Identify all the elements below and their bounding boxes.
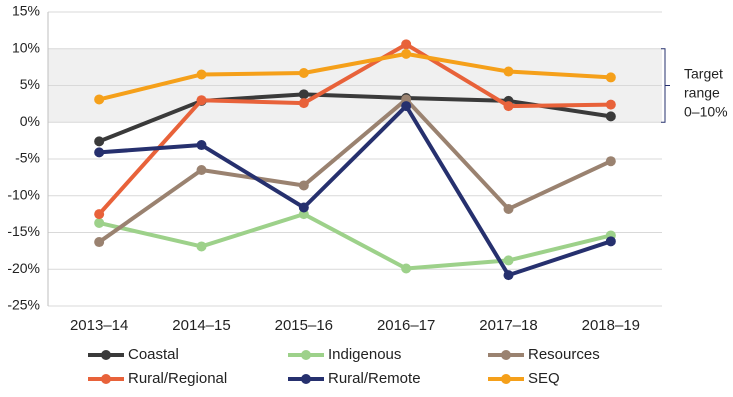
series-point [298,89,309,100]
x-tick-label: 2016–17 [377,317,435,334]
series-point [196,69,207,80]
legend-marker [101,374,111,384]
series-point [196,241,207,252]
y-tick-label: -5% [15,150,40,166]
series-line [98,51,611,102]
y-tick-label: 15% [12,3,40,19]
series-line [99,104,612,278]
series-point [94,217,105,228]
series-point [94,147,105,158]
legend-label: Indigenous [328,346,401,363]
series-point [196,165,207,176]
x-tick-label: 2015–16 [275,317,333,334]
series-point [605,236,616,247]
series-point [401,48,412,59]
series-point [401,39,412,50]
annotation: Target [684,65,723,81]
legend-marker [301,350,311,360]
series-line [98,212,612,271]
legend-marker [301,374,311,384]
series-point [401,263,412,274]
x-tick-label: 2013–14 [70,317,128,334]
y-tick-label: 5% [20,76,40,92]
series-point [605,156,616,167]
legend-label: Coastal [128,346,179,363]
series-point [298,98,309,109]
legend-label: SEQ [528,370,560,387]
y-tick-label: -20% [7,260,40,276]
series-line [97,42,611,216]
series-point [605,99,616,110]
series-point [503,203,514,214]
legend-marker [101,350,111,360]
x-tick-label: 2017–18 [479,317,537,334]
x-tick-label: 2018–19 [582,317,640,334]
y-tick-label: 0% [20,113,40,129]
legend-label: Rural/Regional [128,370,227,387]
series-point [503,66,514,77]
series-point [298,68,309,79]
annotation: range [684,84,720,100]
series-point [503,101,514,112]
y-tick-label: -15% [7,223,40,239]
y-tick-label: 10% [12,39,40,55]
legend-marker [501,374,511,384]
series-point [401,101,412,112]
series-point [503,255,514,266]
y-tick-label: -25% [7,297,40,313]
series-point [605,72,616,83]
legend-marker [501,350,511,360]
series-point [94,94,105,105]
target-bracket [661,48,670,123]
series-point [196,95,207,106]
series-point [503,270,514,281]
series-point [94,136,105,147]
series-point [298,202,309,213]
y-tick-label: -10% [7,186,40,202]
legend-label: Rural/Remote [328,370,421,387]
series-line [98,97,612,244]
series-line [98,92,612,144]
x-tick-label: 2014–15 [172,317,230,334]
series-point [196,140,207,151]
series-point [94,209,105,220]
annotation: 0–10% [684,103,728,119]
series-point [94,237,105,248]
legend-label: Resources [528,346,600,363]
series-point [298,180,309,191]
series-point [605,111,616,122]
